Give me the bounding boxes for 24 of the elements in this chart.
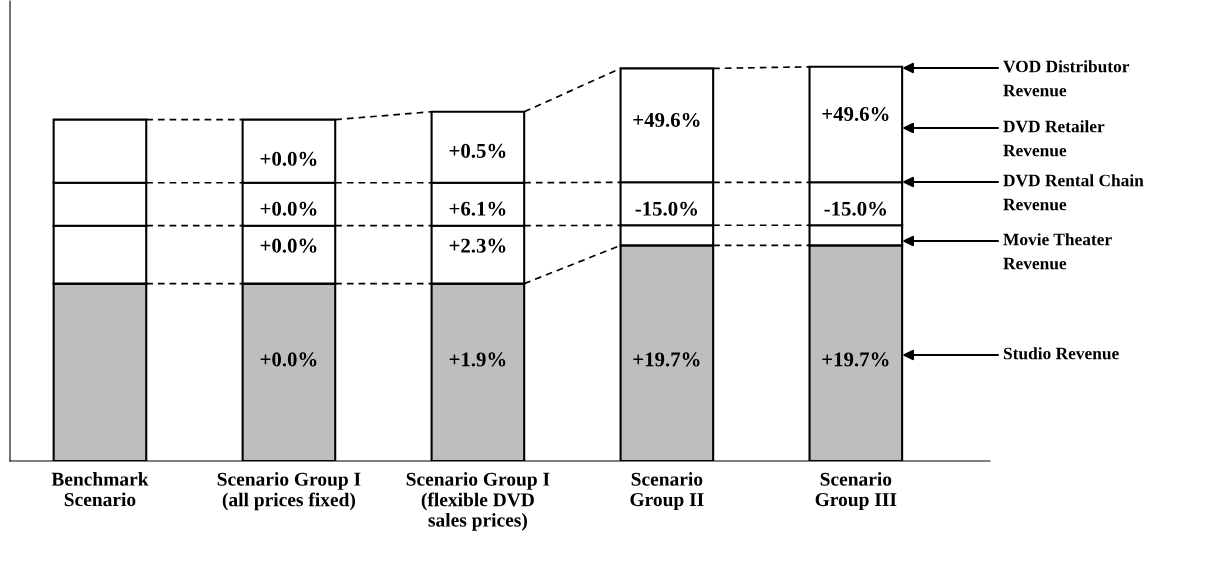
annotation: +6.1% [449, 201, 506, 216]
annotation: +49.6% [822, 106, 889, 122]
annotation: +0.5% [449, 143, 506, 158]
annotation: +0.0% [260, 201, 317, 216]
annotation: +19.7% [822, 352, 889, 367]
annotation: -15.0% [635, 201, 698, 216]
annotation: +0.0% [260, 352, 317, 367]
text: DVD Rental Chain Revenue [1003, 174, 1144, 211]
x-tick-label: Scenario Group II [630, 472, 704, 511]
text: VOD Distributor Revenue [1003, 60, 1130, 97]
annotation: +49.6% [633, 112, 700, 128]
x-tick-label: Scenario Group III [815, 472, 897, 511]
annotation: +19.7% [633, 352, 700, 367]
annotation: +2.3% [449, 238, 506, 253]
annotation: +1.9% [449, 352, 506, 367]
x-tick-label: Scenario Group I (flexible DVD sales prices) [406, 472, 550, 531]
annotation: +0.0% [260, 151, 317, 166]
text: DVD Retailer Revenue [1003, 120, 1105, 157]
annotation: +0.0% [260, 238, 317, 253]
text: Movie Theater Revenue [1003, 233, 1112, 270]
x-tick-label: Benchmark Scenario [51, 472, 149, 507]
x-tick-label: Scenario Group I (all prices fixed) [217, 472, 361, 511]
annotation: -15.0% [824, 201, 886, 216]
text: Studio Revenue [1003, 347, 1119, 360]
